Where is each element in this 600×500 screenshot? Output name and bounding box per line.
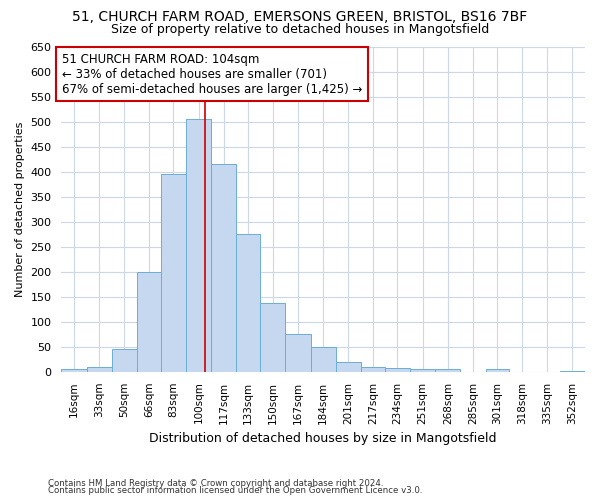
Bar: [485, 370, 509, 372]
Bar: [336, 362, 361, 372]
Text: 51 CHURCH FARM ROAD: 104sqm
← 33% of detached houses are smaller (701)
67% of se: 51 CHURCH FARM ROAD: 104sqm ← 33% of det…: [62, 52, 362, 96]
Text: Contains HM Land Registry data © Crown copyright and database right 2024.: Contains HM Land Registry data © Crown c…: [48, 478, 383, 488]
Bar: [137, 272, 161, 372]
Text: 51, CHURCH FARM ROAD, EMERSONS GREEN, BRISTOL, BS16 7BF: 51, CHURCH FARM ROAD, EMERSONS GREEN, BR…: [73, 10, 527, 24]
Text: Size of property relative to detached houses in Mangotsfield: Size of property relative to detached ho…: [111, 22, 489, 36]
Bar: [86, 367, 112, 372]
Bar: [161, 174, 186, 372]
Bar: [236, 234, 260, 372]
Bar: [186, 119, 211, 372]
Bar: [61, 370, 86, 372]
Bar: [385, 368, 410, 372]
Y-axis label: Number of detached properties: Number of detached properties: [15, 122, 25, 297]
Bar: [260, 304, 286, 372]
Bar: [211, 164, 236, 372]
Bar: [286, 334, 311, 372]
Bar: [361, 367, 385, 372]
Bar: [410, 370, 435, 372]
Bar: [311, 347, 336, 372]
X-axis label: Distribution of detached houses by size in Mangotsfield: Distribution of detached houses by size …: [149, 432, 497, 445]
Bar: [112, 350, 137, 372]
Text: Contains public sector information licensed under the Open Government Licence v3: Contains public sector information licen…: [48, 486, 422, 495]
Bar: [560, 371, 585, 372]
Bar: [435, 370, 460, 372]
